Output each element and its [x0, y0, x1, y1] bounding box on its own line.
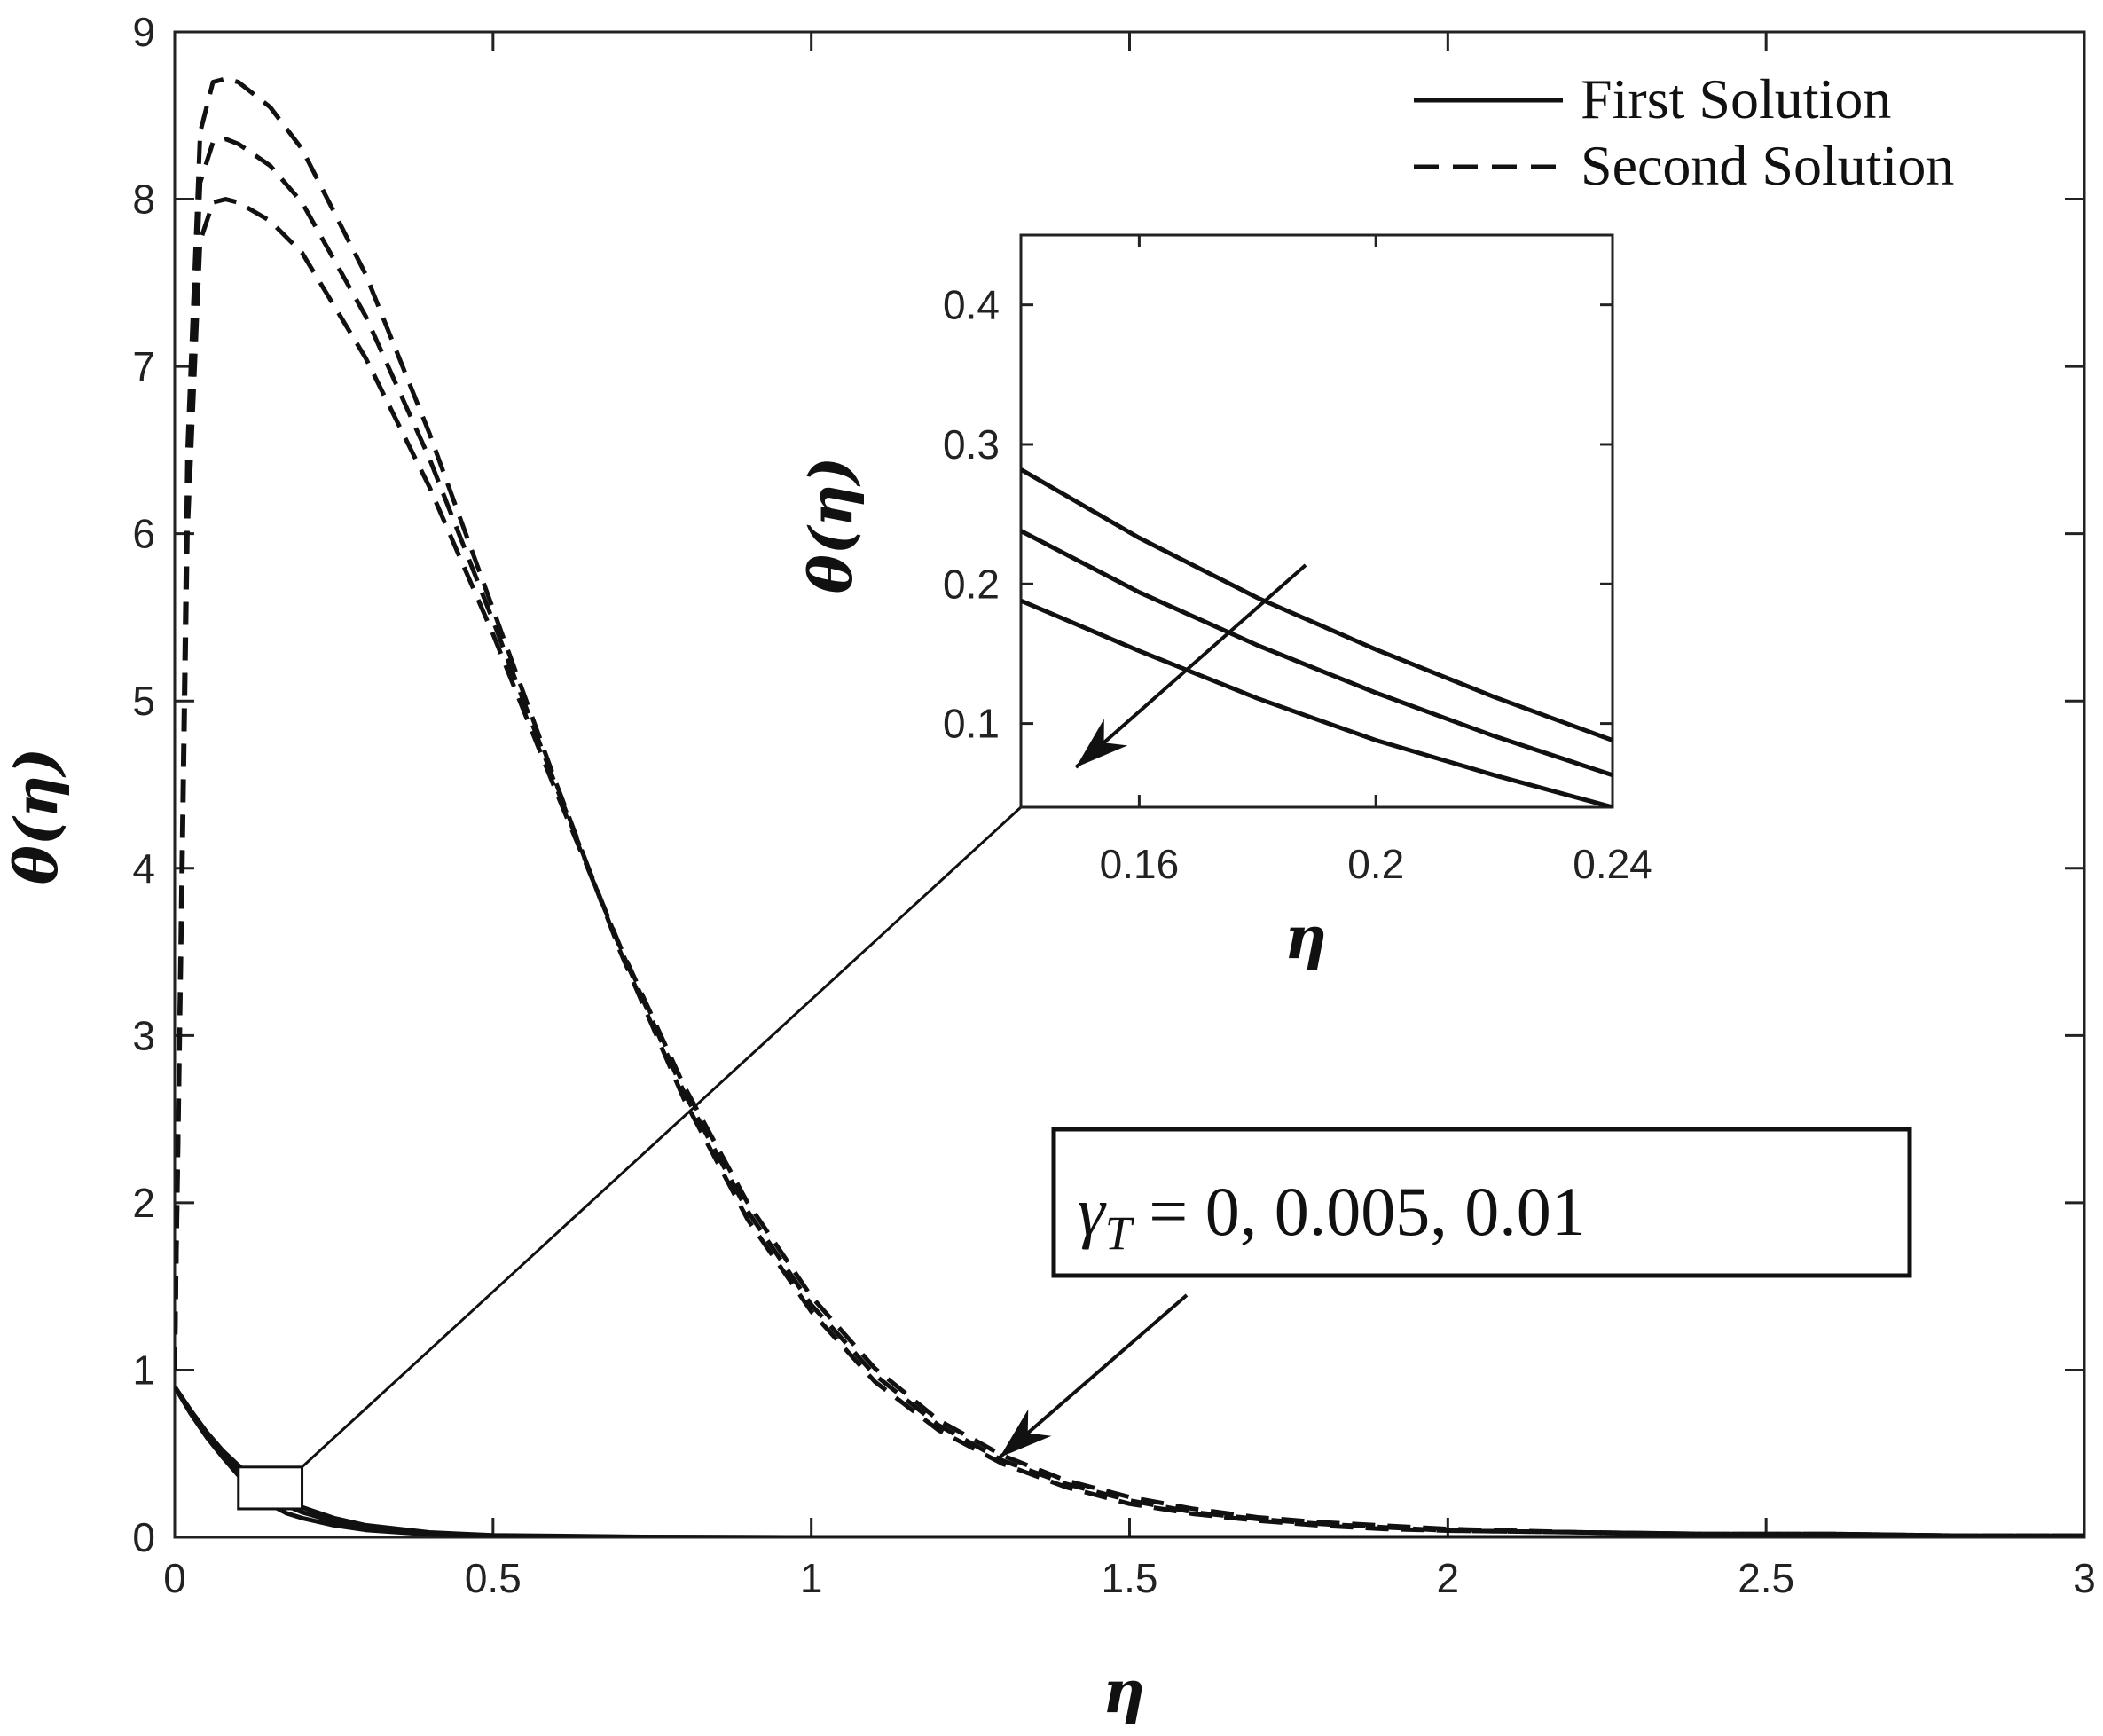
main-y-tick-label: 5	[132, 678, 155, 724]
inset-y-tick-label: 0.2	[943, 561, 1000, 607]
inset-series-first-solution-1	[1021, 529, 1613, 778]
main-series-second-solution-1	[175, 137, 2084, 1537]
annotation-values: = 0, 0.005, 0.01	[1132, 1173, 1586, 1250]
main-y-tick-label: 8	[132, 177, 155, 223]
zoom-box	[237, 1465, 304, 1511]
main-x-tick-label: 2.5	[1738, 1555, 1794, 1601]
inset-y-tick-label: 0.1	[943, 701, 1000, 747]
inset-series-first-solution-2	[1021, 598, 1613, 807]
main-y-tick-label: 0	[132, 1514, 155, 1560]
main-y-tick-label: 6	[132, 511, 155, 557]
main-y-tick-label: 4	[132, 845, 155, 892]
legend-label-first: First Solution	[1581, 67, 1891, 130]
main-arrow-head	[1000, 1409, 1052, 1457]
inset-xlabel: η	[1284, 903, 1327, 972]
inset-x-tick-label: 0.24	[1573, 841, 1652, 887]
inset-y-tick-label: 0.4	[943, 282, 1000, 328]
main-series-second-solution-0	[175, 76, 2084, 1537]
annotation-text: γT = 0, 0.005, 0.01	[1078, 1173, 1586, 1260]
inset-arrow	[1074, 563, 1307, 769]
main-x-tick-label: 2	[1437, 1555, 1460, 1601]
main-ylabel: θ(η)	[2, 748, 71, 884]
annotation-box	[1051, 1127, 1912, 1278]
zoom-connector-line	[301, 805, 1023, 1468]
main-x-tick-label: 3	[2073, 1555, 2096, 1601]
main-x-tick-label: 1	[800, 1555, 823, 1601]
main-arrow	[998, 1293, 1189, 1459]
inset-ylabel: θ(η)	[796, 457, 866, 593]
legend: First Solution Second Solution	[1414, 67, 1954, 197]
annotation-gamma: γ	[1078, 1173, 1107, 1250]
inset-axes-frame	[1019, 233, 1614, 809]
main-x-tick-label: 0	[163, 1555, 186, 1601]
gamma-annotation: γT = 0, 0.005, 0.01	[1051, 1127, 1912, 1278]
main-y-tick-label: 2	[132, 1180, 155, 1226]
annotation-subscript: T	[1105, 1206, 1135, 1260]
main-arrow-shaft	[998, 1293, 1189, 1459]
main-xlabel: η	[1103, 1657, 1145, 1726]
main-series-first-solution-5	[175, 1386, 2084, 1537]
inset-x-tick-label: 0.2	[1347, 841, 1404, 887]
inset-arrow-head	[1076, 719, 1128, 767]
main-y-tick-label: 9	[132, 9, 155, 55]
inset-y-tick-label: 0.3	[943, 421, 1000, 467]
inset-arrow-shaft	[1074, 563, 1307, 769]
main-y-tick-label: 3	[132, 1012, 155, 1058]
main-x-tick-label: 1.5	[1102, 1555, 1158, 1601]
main-y-tick-label: 7	[132, 343, 155, 389]
inset-series-first-solution-0	[1021, 467, 1613, 742]
main-x-tick-label: 0.5	[465, 1555, 522, 1601]
inset-plot: 0.16 0.2 0.24 0.1 0.2 0.3 0.4	[943, 233, 1652, 887]
legend-label-second: Second Solution	[1581, 134, 1954, 197]
main-y-tick-label: 1	[132, 1347, 155, 1393]
inset-x-tick-label: 0.16	[1100, 841, 1180, 887]
